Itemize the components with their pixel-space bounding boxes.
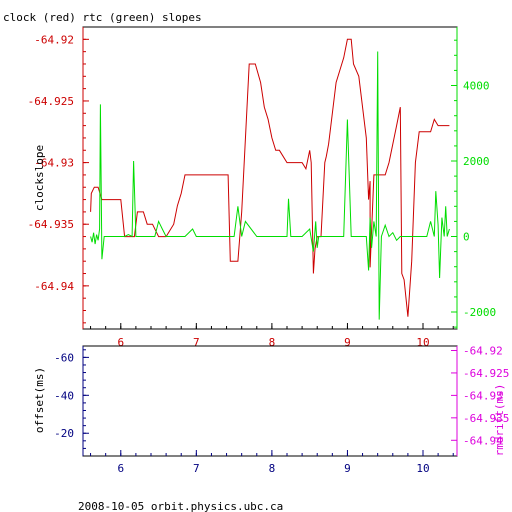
top-y-tick-label: -64.92 [34,33,74,46]
top-x-tick-label: 10 [416,336,429,349]
top-x-tick-label: 7 [193,336,200,349]
bottom-x-tick-label: 7 [193,462,200,475]
bottom-x-tick-label: 9 [344,462,351,475]
top-y2-tick-label: -2000 [463,306,496,319]
bottom-y2-axis-label: rmdrift(ms) [493,384,506,457]
bottom-y-tick-label: -20 [54,427,74,440]
bottom-y-tick-label: -60 [54,351,74,364]
bottom-x-tick-label: 6 [117,462,124,475]
bottom-y2-tick-label: -64.92 [463,344,503,357]
rtc-slope-series-line [90,51,450,320]
bottom-y2-tick-label: -64.93 [463,389,503,402]
bottom-y2-tick-label: -64.94 [463,434,503,447]
top-y2-tick-label: 0 [463,231,470,244]
bottom-y-tick-label: -40 [54,389,74,402]
top-y2-tick-label: 4000 [463,80,490,93]
bottom-panel: 6 7 8 9 10 -60 -40 -20 -64.92 -64.925 -64.93 -64.93… [33,344,509,475]
bottom-x-tick-label: 8 [269,462,276,475]
clock-slope-series-line [90,38,450,317]
bottom-x-tick-label: 10 [416,462,429,475]
bottom-y2-tick-label: -64.925 [463,367,509,380]
top-y-tick-label: -64.94 [34,280,74,293]
footer-text: 2008-10-05 orbit.physics.ubc.ca [78,500,283,512]
top-x-tick-label: 8 [269,336,276,349]
chart-title: clock (red) rtc (green) slopes [3,11,202,24]
top-x-tick-label: 9 [344,336,351,349]
top-y-tick-label: -64.935 [28,218,74,231]
top-y2-tick-label: 2000 [463,155,490,168]
bottom-plot-frame [82,345,458,457]
top-x-tick-label: 6 [117,336,124,349]
bottom-y2-tick-label: -64.935 [463,412,509,425]
top-y-tick-label: -64.93 [34,157,74,170]
top-y-axis-label: clockslope [33,145,46,211]
top-y-tick-label: -64.925 [28,95,74,108]
bottom-y-axis-label: offset(ms) [33,367,46,433]
top-panel: 6 7 8 9 10 -64.92 -64.925 -64.93 -64.935 -64.94 40… [28,26,496,349]
